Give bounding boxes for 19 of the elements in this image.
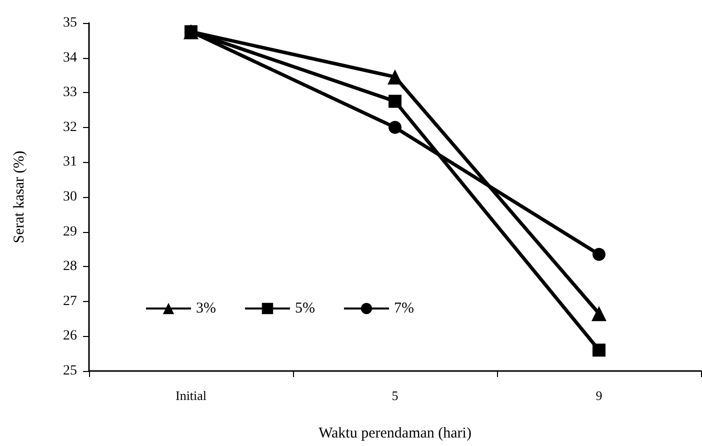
y-tick-label: 31 xyxy=(63,154,77,170)
y-tick-label: 28 xyxy=(63,259,77,274)
y-tick-label: 34 xyxy=(63,50,77,66)
x-axis-title: Waktu perendaman (hari) xyxy=(318,426,472,442)
legend-label: 5% xyxy=(294,300,315,316)
y-tick-label: 25 xyxy=(63,364,77,378)
x-tick-label: 9 xyxy=(596,388,602,403)
legend-label: 3% xyxy=(196,300,216,316)
y-tick-label: 32 xyxy=(63,120,77,135)
y-tick-label: 33 xyxy=(63,85,77,100)
y-tick-label: 35 xyxy=(63,16,77,30)
y-tick-label: 26 xyxy=(63,328,77,344)
y-axis-title: Serat kasar (%) xyxy=(12,150,28,244)
y-tick-label: 29 xyxy=(63,224,77,240)
legend-label: 7% xyxy=(394,300,414,316)
y-tick-label: 30 xyxy=(63,190,77,204)
x-tick-label: 5 xyxy=(392,388,398,403)
y-tick-label: 27 xyxy=(63,294,77,309)
x-tick-label: Initial xyxy=(175,388,207,403)
